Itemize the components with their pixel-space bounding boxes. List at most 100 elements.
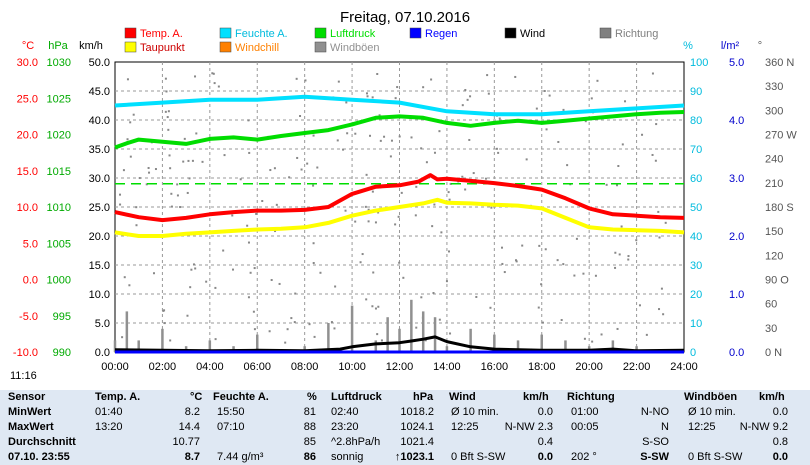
direction-dot bbox=[377, 211, 380, 214]
direction-dot bbox=[376, 72, 379, 75]
cell-dir-val: N-NO bbox=[640, 406, 669, 418]
wind-axis-tick-label: 50.0 bbox=[89, 57, 110, 69]
temp-axis-tick-label: -10.0 bbox=[13, 347, 38, 359]
statistics-table: Sensor Temp. A. °C Feuchte A. % Luftdruc… bbox=[0, 390, 810, 465]
direction-dot bbox=[475, 295, 478, 298]
direction-dot bbox=[372, 271, 375, 274]
cell-wind-time: 12:25 bbox=[451, 421, 479, 433]
direction-dot bbox=[333, 327, 336, 330]
direction-dot bbox=[176, 194, 179, 197]
direction-dot bbox=[300, 168, 303, 171]
direction-axis-tick-label: 300 bbox=[765, 105, 783, 117]
direction-dot bbox=[445, 280, 448, 283]
direction-dot bbox=[278, 282, 281, 285]
direction-dot bbox=[614, 266, 617, 269]
chart-legend: Temp. A. Feuchte A. Luftdruck Regen Wind Rich… bbox=[124, 27, 658, 54]
direction-axis-tick-label: 30 bbox=[765, 323, 777, 335]
humidity-axis-tick-label: 70 bbox=[690, 144, 702, 156]
clock-label: 11:16 bbox=[10, 370, 37, 382]
cell-temp-time: 01:40 bbox=[95, 406, 123, 418]
header-sensor: Sensor bbox=[8, 391, 46, 403]
legend-swatch bbox=[314, 27, 327, 39]
direction-dot bbox=[129, 155, 132, 158]
axis-unit-direction: ° bbox=[758, 40, 762, 52]
direction-dot bbox=[330, 321, 333, 324]
direction-dot bbox=[503, 271, 506, 274]
cell-gust-val: N-NW 9.2 bbox=[739, 421, 788, 433]
direction-dot bbox=[170, 192, 173, 195]
direction-dot bbox=[378, 114, 381, 117]
direction-dot bbox=[194, 75, 197, 78]
direction-dot bbox=[498, 117, 501, 120]
direction-dot bbox=[312, 184, 315, 187]
direction-dot bbox=[365, 92, 368, 95]
direction-dot bbox=[371, 96, 374, 99]
humidity-axis-tick-label: 20 bbox=[690, 289, 702, 301]
direction-dot bbox=[394, 223, 397, 226]
direction-dot bbox=[186, 191, 189, 194]
direction-dot bbox=[605, 183, 608, 186]
direction-dot bbox=[247, 119, 250, 122]
direction-dot bbox=[232, 268, 235, 271]
humidity-axis-tick-label: 60 bbox=[690, 173, 702, 185]
axis-unit-kmh: km/h bbox=[79, 40, 103, 52]
cell-gust-time: 0 Bft S-SW bbox=[688, 451, 743, 463]
pressure-axis-tick-label: 1010 bbox=[47, 202, 71, 214]
header-pressure: Luftdruck bbox=[331, 391, 382, 403]
direction-dot bbox=[575, 237, 578, 240]
direction-dot bbox=[294, 292, 297, 295]
direction-dot bbox=[438, 318, 441, 321]
cell-dir-time: 00:05 bbox=[571, 421, 599, 433]
axis-unit-labels: °C hPa km/h% l/m² ° bbox=[22, 40, 762, 52]
direction-dot bbox=[573, 274, 576, 277]
direction-axis-tick-label: 90 O bbox=[765, 275, 789, 287]
direction-dot bbox=[420, 296, 423, 299]
legend-swatch bbox=[314, 41, 327, 53]
wind-axis-tick-label: 40.0 bbox=[89, 115, 110, 127]
cell-wind-val: 0.4 bbox=[537, 436, 553, 448]
direction-dot bbox=[556, 259, 559, 262]
direction-dot bbox=[166, 116, 169, 119]
direction-dot bbox=[205, 280, 208, 283]
direction-dot bbox=[377, 305, 380, 308]
direction-dot bbox=[345, 101, 348, 104]
direction-dot bbox=[600, 333, 603, 336]
header-wind: Wind bbox=[449, 391, 476, 403]
direction-dot bbox=[651, 153, 654, 156]
direction-dot bbox=[425, 161, 428, 164]
direction-dot bbox=[624, 100, 627, 103]
direction-dot bbox=[433, 151, 436, 154]
direction-dot bbox=[299, 115, 302, 118]
direction-dot bbox=[195, 132, 198, 135]
direction-dot bbox=[614, 251, 617, 254]
direction-dot bbox=[286, 328, 289, 331]
cell-pres-time: 23:20 bbox=[331, 421, 359, 433]
direction-dot bbox=[132, 113, 135, 116]
cell-gust-time: Ø 10 min. bbox=[688, 406, 736, 418]
x-axis-tick-label: 04:00 bbox=[196, 361, 224, 373]
header-humidity-unit: % bbox=[307, 391, 317, 403]
table-row: 07.10. 23:55 8.7 7.44 g/m³ 86 sonnig ↑1023.1 0… bbox=[0, 450, 810, 465]
direction-dot bbox=[135, 206, 138, 209]
direction-dot bbox=[566, 164, 569, 167]
direction-dot bbox=[398, 261, 401, 264]
cell-pres-time: 02:40 bbox=[331, 406, 359, 418]
direction-dot bbox=[621, 143, 624, 146]
direction-dot bbox=[253, 267, 256, 270]
cell-pres-val: ↑1023.1 bbox=[394, 451, 434, 463]
direction-dot bbox=[152, 272, 155, 275]
direction-dot bbox=[447, 191, 450, 194]
cell-gust-val: 0.8 bbox=[772, 436, 788, 448]
x-axis-tick-label: 14:00 bbox=[433, 361, 461, 373]
direction-dot bbox=[295, 77, 298, 80]
direction-dot bbox=[658, 236, 661, 239]
direction-dot bbox=[497, 151, 500, 154]
direction-dot bbox=[187, 159, 190, 162]
humidity-axis-tick-label: 50 bbox=[690, 202, 702, 214]
temp-axis-tick-label: 10.0 bbox=[17, 202, 38, 214]
chart-title: Freitag, 07.10.2016 bbox=[340, 9, 470, 26]
temp-axis-tick-label: 25.0 bbox=[17, 93, 38, 105]
direction-dot bbox=[635, 239, 638, 242]
direction-dot bbox=[433, 203, 436, 206]
rain-axis-tick-label: 3.0 bbox=[729, 173, 744, 185]
